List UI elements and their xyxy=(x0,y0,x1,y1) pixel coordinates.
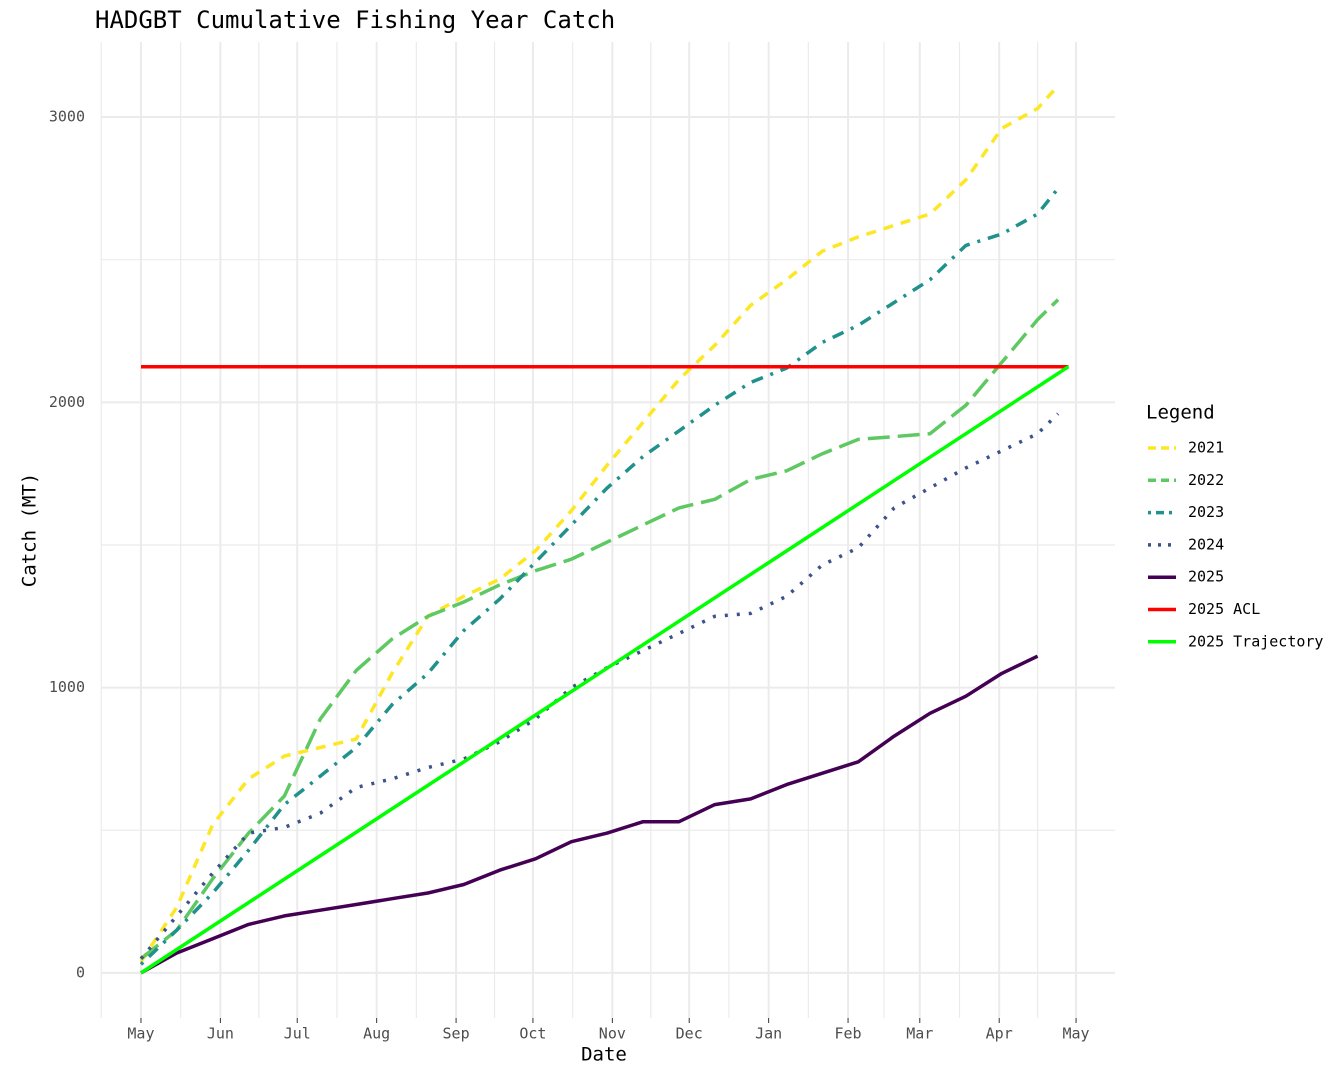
legend-label: 2024 xyxy=(1188,535,1224,553)
y-tick-label: 1000 xyxy=(49,678,85,696)
y-tick-label: 3000 xyxy=(49,108,85,126)
y-tick-label: 2000 xyxy=(49,393,85,411)
x-tick-label: Oct xyxy=(519,1025,546,1043)
x-tick-label: Feb xyxy=(835,1025,862,1043)
x-tick-label: May xyxy=(1063,1025,1090,1043)
x-tick-label: Sep xyxy=(443,1025,470,1043)
y-axis-title: Catch (MT) xyxy=(19,473,41,587)
legend-title: Legend xyxy=(1146,402,1215,424)
chart-title: HADGBT Cumulative Fishing Year Catch xyxy=(95,6,615,34)
legend-label: 2025 Trajectory xyxy=(1188,632,1323,650)
y-tick-label: 0 xyxy=(76,963,85,981)
x-tick-label: Dec xyxy=(676,1025,703,1043)
series-line xyxy=(140,365,1070,975)
x-tick-label: Mar xyxy=(906,1025,933,1043)
series-line xyxy=(140,654,1039,975)
series-line xyxy=(139,84,1060,963)
series-line xyxy=(139,187,1060,966)
x-tick-label: Jun xyxy=(207,1025,234,1043)
series-line xyxy=(139,298,1060,961)
x-tick-label: Aug xyxy=(363,1025,390,1043)
legend-label: 2021 xyxy=(1188,439,1224,457)
x-tick-label: May xyxy=(127,1025,154,1043)
legend-label: 2025 xyxy=(1188,568,1224,586)
legend-label: 2022 xyxy=(1188,471,1224,489)
x-axis-title: Date xyxy=(581,1044,627,1065)
legend-label: 2023 xyxy=(1188,503,1224,521)
x-tick-label: Nov xyxy=(599,1025,626,1043)
legend-label: 2025 ACL xyxy=(1188,600,1260,618)
x-tick-label: Jul xyxy=(284,1025,311,1043)
x-tick-label: Jan xyxy=(755,1025,782,1043)
x-tick-label: Apr xyxy=(986,1025,1013,1043)
